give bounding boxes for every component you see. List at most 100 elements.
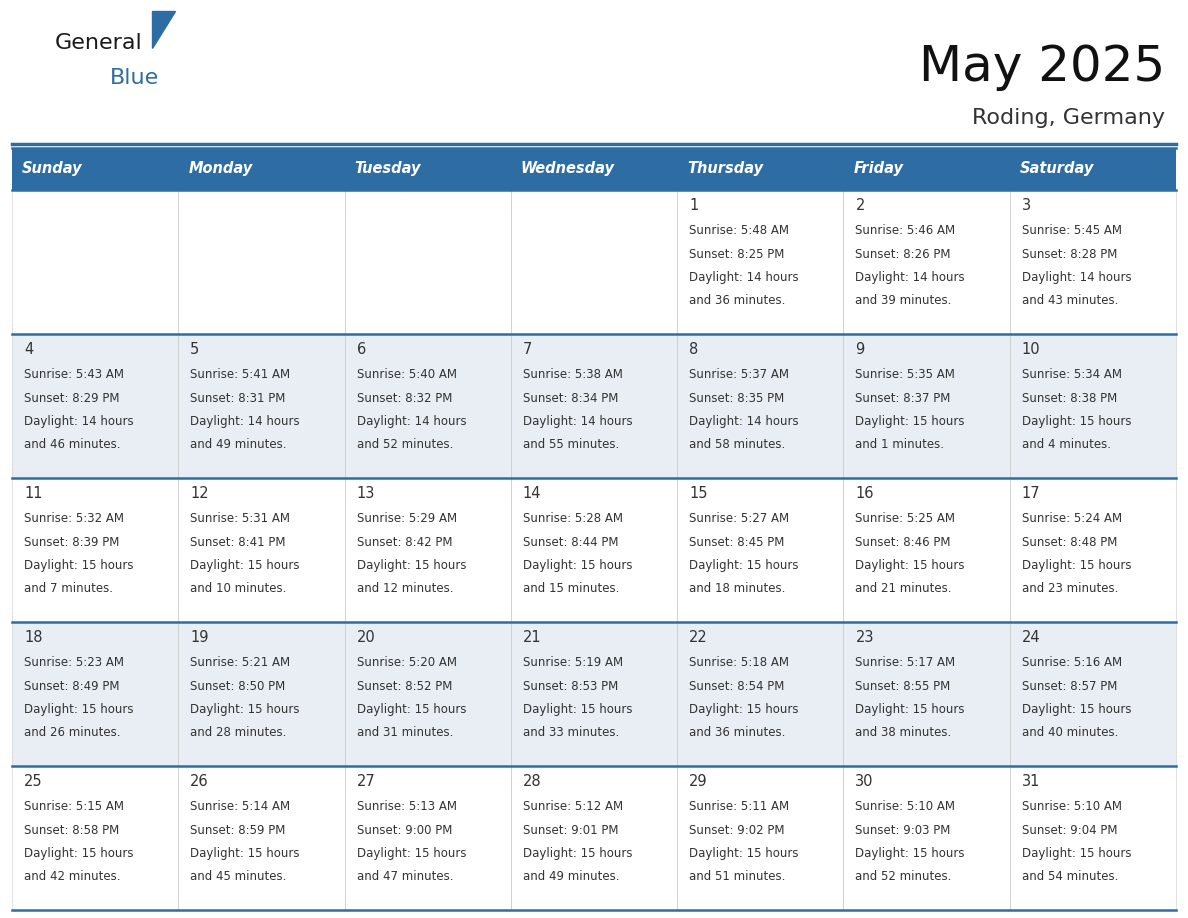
Text: 9: 9 (855, 342, 865, 357)
Text: Daylight: 15 hours: Daylight: 15 hours (190, 559, 299, 572)
Bar (843, 148, 1010, 190)
Text: Sunrise: 5:45 AM: Sunrise: 5:45 AM (1022, 224, 1121, 237)
Text: 28: 28 (523, 774, 542, 789)
Text: and 52 minutes.: and 52 minutes. (855, 870, 952, 883)
Text: and 21 minutes.: and 21 minutes. (855, 583, 952, 596)
Text: 21: 21 (523, 630, 542, 645)
Text: and 4 minutes.: and 4 minutes. (1022, 439, 1111, 452)
Text: 19: 19 (190, 630, 209, 645)
Text: and 15 minutes.: and 15 minutes. (523, 583, 619, 596)
Text: Daylight: 14 hours: Daylight: 14 hours (855, 271, 965, 284)
Bar (12, 766, 178, 910)
Text: Sunset: 8:37 PM: Sunset: 8:37 PM (855, 391, 950, 405)
Polygon shape (152, 11, 175, 48)
Bar (178, 190, 345, 334)
Text: Daylight: 15 hours: Daylight: 15 hours (689, 559, 798, 572)
Bar (677, 766, 843, 910)
Text: Sunrise: 5:19 AM: Sunrise: 5:19 AM (523, 656, 623, 669)
Text: Wednesday: Wednesday (520, 162, 615, 176)
Text: Sunrise: 5:40 AM: Sunrise: 5:40 AM (356, 368, 456, 381)
Text: Daylight: 15 hours: Daylight: 15 hours (855, 559, 965, 572)
Text: Sunset: 8:34 PM: Sunset: 8:34 PM (523, 391, 618, 405)
Bar (345, 334, 511, 478)
Text: Daylight: 15 hours: Daylight: 15 hours (689, 847, 798, 860)
Bar (843, 334, 1010, 478)
Text: Daylight: 15 hours: Daylight: 15 hours (24, 847, 133, 860)
Text: Daylight: 15 hours: Daylight: 15 hours (190, 703, 299, 716)
Text: Sunrise: 5:10 AM: Sunrise: 5:10 AM (1022, 800, 1121, 813)
Text: Sunset: 8:58 PM: Sunset: 8:58 PM (24, 823, 119, 836)
Text: and 52 minutes.: and 52 minutes. (356, 439, 453, 452)
Text: Monday: Monday (188, 162, 253, 176)
Text: Sunset: 9:03 PM: Sunset: 9:03 PM (855, 823, 950, 836)
Text: 17: 17 (1022, 486, 1041, 501)
Bar (1010, 622, 1176, 766)
Bar (843, 190, 1010, 334)
Text: Sunrise: 5:32 AM: Sunrise: 5:32 AM (24, 512, 124, 525)
Bar (178, 334, 345, 478)
Text: Daylight: 15 hours: Daylight: 15 hours (523, 703, 632, 716)
Text: and 10 minutes.: and 10 minutes. (190, 583, 286, 596)
Text: Sunset: 8:52 PM: Sunset: 8:52 PM (356, 679, 451, 692)
Text: and 49 minutes.: and 49 minutes. (190, 439, 286, 452)
Text: General: General (55, 33, 143, 53)
Text: Sunset: 8:55 PM: Sunset: 8:55 PM (855, 679, 950, 692)
Text: and 36 minutes.: and 36 minutes. (689, 295, 785, 308)
Text: and 47 minutes.: and 47 minutes. (356, 870, 453, 883)
Bar (178, 766, 345, 910)
Text: and 28 minutes.: and 28 minutes. (190, 726, 286, 740)
Text: Daylight: 15 hours: Daylight: 15 hours (523, 559, 632, 572)
Text: Sunset: 8:44 PM: Sunset: 8:44 PM (523, 535, 619, 548)
Bar (1010, 334, 1176, 478)
Bar (677, 334, 843, 478)
Text: Sunset: 8:46 PM: Sunset: 8:46 PM (855, 535, 950, 548)
Text: Sunset: 8:35 PM: Sunset: 8:35 PM (689, 391, 784, 405)
Text: Sunrise: 5:29 AM: Sunrise: 5:29 AM (356, 512, 456, 525)
Text: Sunrise: 5:20 AM: Sunrise: 5:20 AM (356, 656, 456, 669)
Text: and 7 minutes.: and 7 minutes. (24, 583, 113, 596)
Text: Sunrise: 5:13 AM: Sunrise: 5:13 AM (356, 800, 456, 813)
Bar (511, 334, 677, 478)
Text: Daylight: 15 hours: Daylight: 15 hours (1022, 703, 1131, 716)
Text: Sunrise: 5:46 AM: Sunrise: 5:46 AM (855, 224, 955, 237)
Text: Sunset: 9:00 PM: Sunset: 9:00 PM (356, 823, 451, 836)
Bar (677, 622, 843, 766)
Text: Sunrise: 5:16 AM: Sunrise: 5:16 AM (1022, 656, 1121, 669)
Text: Daylight: 14 hours: Daylight: 14 hours (523, 415, 632, 428)
Text: and 26 minutes.: and 26 minutes. (24, 726, 120, 740)
Text: Roding, Germany: Roding, Germany (972, 108, 1165, 128)
Text: Tuesday: Tuesday (354, 162, 421, 176)
Text: Blue: Blue (110, 68, 159, 88)
Text: Sunrise: 5:11 AM: Sunrise: 5:11 AM (689, 800, 789, 813)
Text: Friday: Friday (853, 162, 903, 176)
Text: Sunset: 9:01 PM: Sunset: 9:01 PM (523, 823, 619, 836)
Text: Sunrise: 5:35 AM: Sunrise: 5:35 AM (855, 368, 955, 381)
Bar (511, 622, 677, 766)
Text: and 12 minutes.: and 12 minutes. (356, 583, 453, 596)
Bar (12, 334, 178, 478)
Bar (677, 478, 843, 622)
Text: Sunset: 9:02 PM: Sunset: 9:02 PM (689, 823, 784, 836)
Text: Sunrise: 5:18 AM: Sunrise: 5:18 AM (689, 656, 789, 669)
Text: Sunset: 8:50 PM: Sunset: 8:50 PM (190, 679, 285, 692)
Bar (345, 190, 511, 334)
Bar (178, 148, 345, 190)
Text: and 23 minutes.: and 23 minutes. (1022, 583, 1118, 596)
Bar (345, 766, 511, 910)
Text: Sunset: 8:53 PM: Sunset: 8:53 PM (523, 679, 618, 692)
Text: 18: 18 (24, 630, 43, 645)
Text: 27: 27 (356, 774, 375, 789)
Text: Sunrise: 5:14 AM: Sunrise: 5:14 AM (190, 800, 290, 813)
Text: Sunset: 8:25 PM: Sunset: 8:25 PM (689, 248, 784, 261)
Text: Sunset: 8:39 PM: Sunset: 8:39 PM (24, 535, 119, 548)
Text: and 43 minutes.: and 43 minutes. (1022, 295, 1118, 308)
Text: and 1 minutes.: and 1 minutes. (855, 439, 944, 452)
Text: 20: 20 (356, 630, 375, 645)
Text: 24: 24 (1022, 630, 1041, 645)
Text: May 2025: May 2025 (918, 43, 1165, 91)
Text: Daylight: 15 hours: Daylight: 15 hours (24, 703, 133, 716)
Bar (677, 148, 843, 190)
Text: Sunset: 8:48 PM: Sunset: 8:48 PM (1022, 535, 1117, 548)
Text: and 55 minutes.: and 55 minutes. (523, 439, 619, 452)
Text: Saturday: Saturday (1019, 162, 1094, 176)
